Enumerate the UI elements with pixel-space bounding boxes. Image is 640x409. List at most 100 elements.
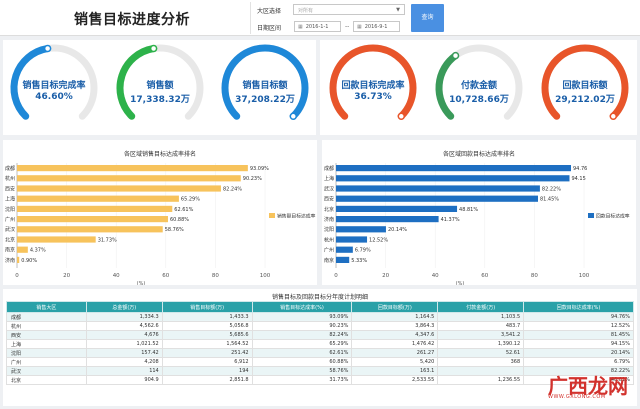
- data-label: 90.23%: [243, 176, 262, 182]
- calendar-icon: ▦: [298, 24, 303, 30]
- category-label: 北京: [324, 206, 334, 213]
- table-row: 上海 1,021.52 1,564.52 65.29% 1,476.42 1,390.12…: [6, 339, 634, 349]
- category-label: 成都: [5, 165, 15, 172]
- x-tick-label: 100: [260, 273, 271, 279]
- x-tick-label: 0: [334, 273, 338, 279]
- column-header[interactable]: 回款目标达成率(%): [523, 301, 634, 313]
- table-cell: 4,208: [85, 357, 163, 367]
- column-header[interactable]: 销售目标额(万): [161, 301, 253, 313]
- category-label: 广州: [5, 216, 15, 223]
- watermark-url: WWW.GXLONG.COM: [548, 394, 606, 400]
- gauge-payment-target: 回款目标额 29,212.02万: [539, 42, 631, 134]
- table-cell: 沈阳: [6, 348, 87, 358]
- column-header[interactable]: 总金额(万): [85, 301, 163, 313]
- plan-detail-table: 销售大区 总金额(万) 销售目标额(万) 销售目标达成率(%) 回款目标额(万) 付款金额…: [6, 301, 634, 385]
- data-label: 4.37%: [30, 248, 46, 254]
- category-label: 上海: [324, 175, 334, 182]
- legend-label: 回款目标达成率: [596, 213, 630, 220]
- table-cell: 广州: [6, 357, 87, 367]
- data-label: 81.45%: [540, 197, 559, 203]
- data-label: 94.76: [573, 166, 587, 172]
- table-row: 北京 904.9 2,851.8 31.73% 2,533.55 1,236.55 48.8…: [6, 375, 634, 385]
- data-label: 0.90%: [21, 258, 37, 264]
- watermark-logo: 广西龙网: [548, 374, 628, 398]
- bar: [336, 175, 570, 182]
- category-label: 西安: [5, 185, 15, 192]
- gauge-knob: [289, 112, 298, 121]
- query-button[interactable]: 查询: [411, 4, 444, 32]
- table-title: 销售目标及回款目标分年度计划明细: [271, 294, 368, 301]
- table-cell: 93.09%: [251, 312, 353, 322]
- table-cell: 483.7: [437, 321, 525, 331]
- gauge-fill: [435, 52, 460, 120]
- date-range-label: 日期区间: [257, 25, 282, 32]
- legend-label: 销售额目标达成率: [277, 213, 316, 220]
- table-cell: 1,390.12: [437, 339, 525, 349]
- data-label: 6.79%: [355, 248, 371, 254]
- table-row: 成都 1,334.3 1,433.3 93.09% 1,164.5 1,103.5 94.7…: [6, 312, 634, 322]
- table-row: 广州 4,208 6,912 60.88% 5,420 368 6.79%: [6, 357, 634, 367]
- gauge-value: 37,208.22万: [235, 95, 295, 105]
- table-cell: 58.76%: [251, 366, 353, 376]
- table-cell: 2,851.8: [161, 375, 253, 385]
- region-select[interactable]: 对所有 ▼: [293, 4, 405, 15]
- bar: [17, 175, 241, 182]
- category-label: 成都: [324, 165, 334, 172]
- category-label: 北京: [5, 236, 15, 243]
- table-cell: 94.15%: [523, 339, 634, 349]
- gauge-ring: [541, 44, 629, 121]
- gauge-fill: [329, 44, 417, 120]
- table-cell: 4,562.6: [85, 321, 163, 331]
- table-cell: 成都: [6, 312, 87, 322]
- table-cell: 武汉: [6, 366, 87, 376]
- data-label: 20.14%: [388, 227, 407, 233]
- table-cell: 48.81%: [523, 375, 634, 385]
- bar: [17, 195, 179, 202]
- gauge-knob: [609, 112, 618, 121]
- region-select-value: 对所有: [298, 8, 314, 14]
- gauge-payment-amount: 付款金额 10,728.66万: [433, 42, 525, 134]
- table-cell: 6.79%: [523, 357, 634, 367]
- data-label: 93.09%: [250, 166, 269, 172]
- x-tick-label: 0: [15, 273, 19, 279]
- gauge-label: 销售目标额: [242, 81, 288, 91]
- x-tick-label: 100: [579, 273, 590, 279]
- x-tick-label: 80: [531, 273, 538, 279]
- column-header[interactable]: 销售目标达成率(%): [251, 301, 353, 313]
- table-cell: 西安: [6, 330, 87, 340]
- gauge-ring: [116, 44, 204, 120]
- chart-canvas: 0 20 40 60 80 100 (%) 成都 93.09% 杭州 90.23% 西安 82.24% 上…: [5, 163, 316, 285]
- bar: [17, 185, 221, 192]
- gauge-label: 销售目标完成率: [22, 81, 86, 91]
- column-header[interactable]: 回款目标额(万): [351, 301, 439, 313]
- bar: [17, 256, 20, 263]
- data-label: 48.81%: [459, 207, 478, 213]
- table-cell: 5,420: [351, 357, 439, 367]
- bar: [336, 246, 353, 253]
- chart-title: 各区域销售目标达成率排名: [123, 151, 196, 158]
- end-date-input[interactable]: ▦ 2016-9-1: [353, 21, 400, 32]
- chart-title: 各区域回款目标达成率排名: [442, 151, 515, 158]
- start-date-input[interactable]: ▦ 2016-1-1: [294, 21, 341, 32]
- table-cell: 251.42: [161, 348, 253, 358]
- x-tick-label: 40: [432, 273, 439, 279]
- bar: [17, 226, 163, 233]
- bar: [336, 256, 350, 263]
- table-cell: 114: [85, 366, 163, 376]
- table-cell: 94.76%: [523, 312, 634, 322]
- category-label: 济南: [5, 257, 15, 264]
- table-cell: 上海: [6, 339, 87, 349]
- table-header-row: 销售大区 总金额(万) 销售目标额(万) 销售目标达成率(%) 回款目标额(万) 付款金额…: [6, 301, 634, 313]
- sales-kpi-panel: 销售目标完成率 46.60% 销售额 17,338.32万 销售目标额 37,208.…: [3, 40, 316, 135]
- divider: [250, 2, 251, 34]
- plan-detail-panel: 销售目标及回款目标分年度计划明细 销售大区 总金额(万) 销售目标额(万) 销售目标达…: [3, 289, 637, 406]
- column-header[interactable]: 付款金额(万): [437, 301, 525, 313]
- column-header[interactable]: 销售大区: [6, 301, 87, 313]
- table-cell: 82.24%: [251, 330, 353, 340]
- table-cell: 12.52%: [523, 321, 634, 331]
- table-row: 杭州 4,562.6 5,056.8 90.23% 3,864.3 483.7 12.52%: [6, 321, 634, 331]
- table-cell: 1,476.42: [351, 339, 439, 349]
- data-label: 82.24%: [223, 186, 242, 192]
- payment-ranking-chart: 各区域回款目标达成率排名 0 20 40 60 80 100 (%) 成都 94.76 上海 94.…: [322, 140, 636, 285]
- gauge-knob: [451, 51, 460, 60]
